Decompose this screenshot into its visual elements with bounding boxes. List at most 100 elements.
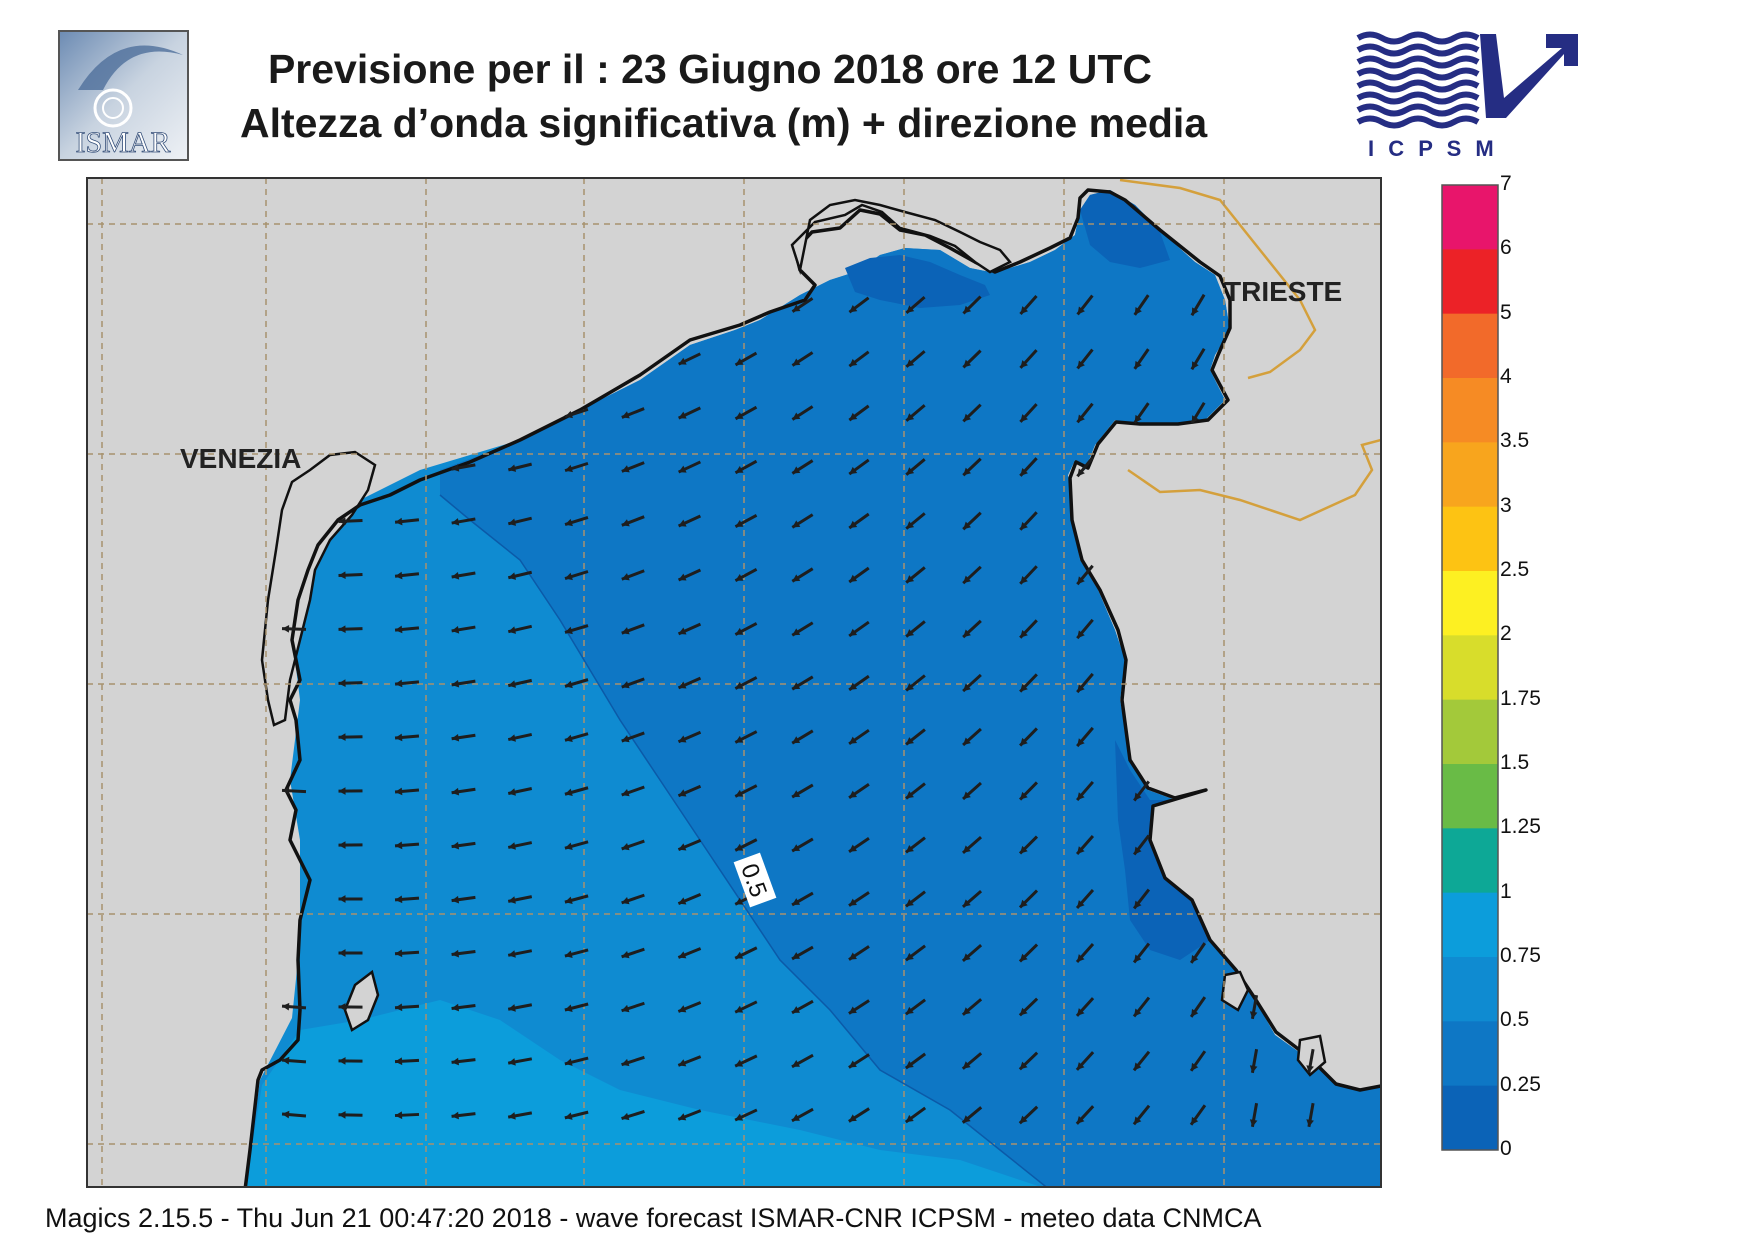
wave-arrow-head	[621, 627, 630, 635]
wave-arrow-head	[735, 681, 744, 689]
wave-arrow-head	[848, 1006, 857, 1014]
legend-swatch	[1442, 313, 1498, 379]
color-legend	[1441, 184, 1499, 1151]
wave-arrow-head	[1020, 575, 1028, 584]
wave-arrow-head	[792, 1060, 801, 1067]
wave-arrow-head	[1077, 414, 1085, 423]
wave-arrow-head	[1133, 1116, 1142, 1125]
wave-arrow-head	[508, 1004, 516, 1012]
wave-arrow-head	[621, 789, 630, 797]
wave-arrow-head	[1019, 1115, 1028, 1124]
wave-arrow-head	[678, 465, 687, 473]
wave-arrow-head	[395, 1057, 403, 1066]
map-grid	[87, 178, 1381, 1187]
wave-arrow-head	[849, 682, 858, 690]
wave-arrow-head	[621, 950, 630, 959]
wave-arrow-head	[1133, 1062, 1142, 1071]
wave-arrow-head	[963, 629, 971, 638]
wave-arrow-head	[1020, 468, 1028, 476]
place-label-venezia: VENEZIA	[180, 443, 301, 474]
wave-arrow-head	[451, 518, 460, 526]
wave-arrow-head	[735, 1059, 744, 1067]
wave-arrow-head	[621, 1058, 630, 1067]
wave-arrow-head	[735, 466, 744, 473]
legend-label: 3.5	[1500, 429, 1530, 453]
wave-arrow-head	[735, 627, 744, 635]
wave-arrow-head	[451, 464, 460, 472]
wave-arrow-head	[621, 681, 630, 689]
wave-arrow-head	[963, 305, 972, 314]
wave-arrow-head	[792, 358, 801, 366]
wave-arrow-head	[564, 1112, 573, 1120]
legend-label: 1.5	[1500, 751, 1530, 774]
wave-arrow-head	[338, 949, 346, 957]
wave-arrow-head	[282, 1002, 290, 1011]
wave-arrow-head	[963, 575, 971, 584]
wave-arrow-head	[508, 518, 517, 526]
wave-arrow-head	[451, 1003, 460, 1012]
wave-arrow-head	[1019, 1007, 1028, 1016]
wave-arrow-head	[678, 357, 687, 365]
legend-label: 1.25	[1500, 815, 1541, 839]
wave-arrow-head	[621, 1112, 630, 1121]
wave-arrow-head	[508, 572, 517, 580]
wave-arrow-head	[1134, 792, 1142, 801]
wave-arrow-head	[1306, 1065, 1314, 1073]
legend-label: 4	[1500, 365, 1512, 388]
legend-label: 0.25	[1500, 1072, 1541, 1096]
legend-swatch	[1442, 185, 1498, 250]
footer-credit: Magics 2.15.5 - Thu Jun 21 00:47:20 2018…	[45, 1203, 1262, 1233]
wave-arrow-head	[1077, 630, 1085, 639]
wave-arrow-head	[792, 412, 801, 420]
wave-arrow-head	[1134, 954, 1142, 963]
wave-arrow-head	[678, 735, 687, 743]
wave-arrow-head	[963, 359, 972, 368]
wave-arrow-head	[849, 466, 858, 475]
wave-arrow-head	[678, 573, 687, 581]
wave-arrow-head	[1020, 791, 1028, 800]
wave-arrow-head	[621, 573, 630, 581]
wave-arrow-head	[905, 898, 914, 907]
wave-arrow-head	[564, 1004, 573, 1012]
wave-arrow-head	[1020, 414, 1028, 422]
wave-arrow-head	[1191, 307, 1199, 316]
wave-arrow-head	[848, 1060, 857, 1068]
wave-arrow-head	[338, 517, 346, 526]
wave-arrow-head	[792, 628, 801, 636]
wave-arrow-head	[1134, 414, 1142, 423]
wave-arrow-head	[621, 896, 630, 905]
wave-arrow-head	[678, 1005, 687, 1013]
wave-arrow-head	[282, 1110, 290, 1119]
wave-arrow-head	[1134, 360, 1142, 369]
wave-arrow-head	[338, 1057, 346, 1065]
wave-arrow-head	[792, 790, 801, 798]
wave-arrow-head	[678, 1059, 687, 1067]
wave-arrow-head	[1249, 1065, 1258, 1073]
wave-arrow-head	[1191, 361, 1199, 370]
wave-arrow-head	[678, 843, 687, 851]
wave-arrow-head	[508, 950, 516, 958]
wave-arrow-head	[905, 1006, 914, 1015]
wave-arrow-head	[735, 735, 744, 743]
wave-arrow-head	[1134, 900, 1142, 909]
legend-label: 0.75	[1500, 944, 1541, 967]
wave-arrow-head	[792, 1006, 801, 1013]
wave-arrow-head	[508, 896, 516, 904]
wave-arrow-head	[792, 952, 801, 959]
wave-arrow-head	[508, 626, 517, 634]
wave-arrow-head	[1020, 845, 1028, 854]
wave-arrow-head	[849, 844, 858, 852]
wave-arrow-head	[678, 681, 687, 689]
wave-arrow-head	[906, 683, 915, 691]
legend-swatch	[1442, 1085, 1498, 1151]
wave-arrow-head	[678, 519, 687, 527]
wave-arrow-head	[1076, 1062, 1085, 1070]
wave-arrow-head	[678, 789, 687, 797]
wave-arrow-head	[451, 1057, 460, 1066]
wave-arrow-head	[621, 465, 630, 473]
wave-arrow-head	[395, 571, 403, 580]
wave-arrow-head	[565, 518, 573, 527]
wave-arrow-head	[564, 842, 573, 851]
wave-arrow-head	[395, 625, 403, 634]
wave-arrow-head	[678, 627, 687, 635]
